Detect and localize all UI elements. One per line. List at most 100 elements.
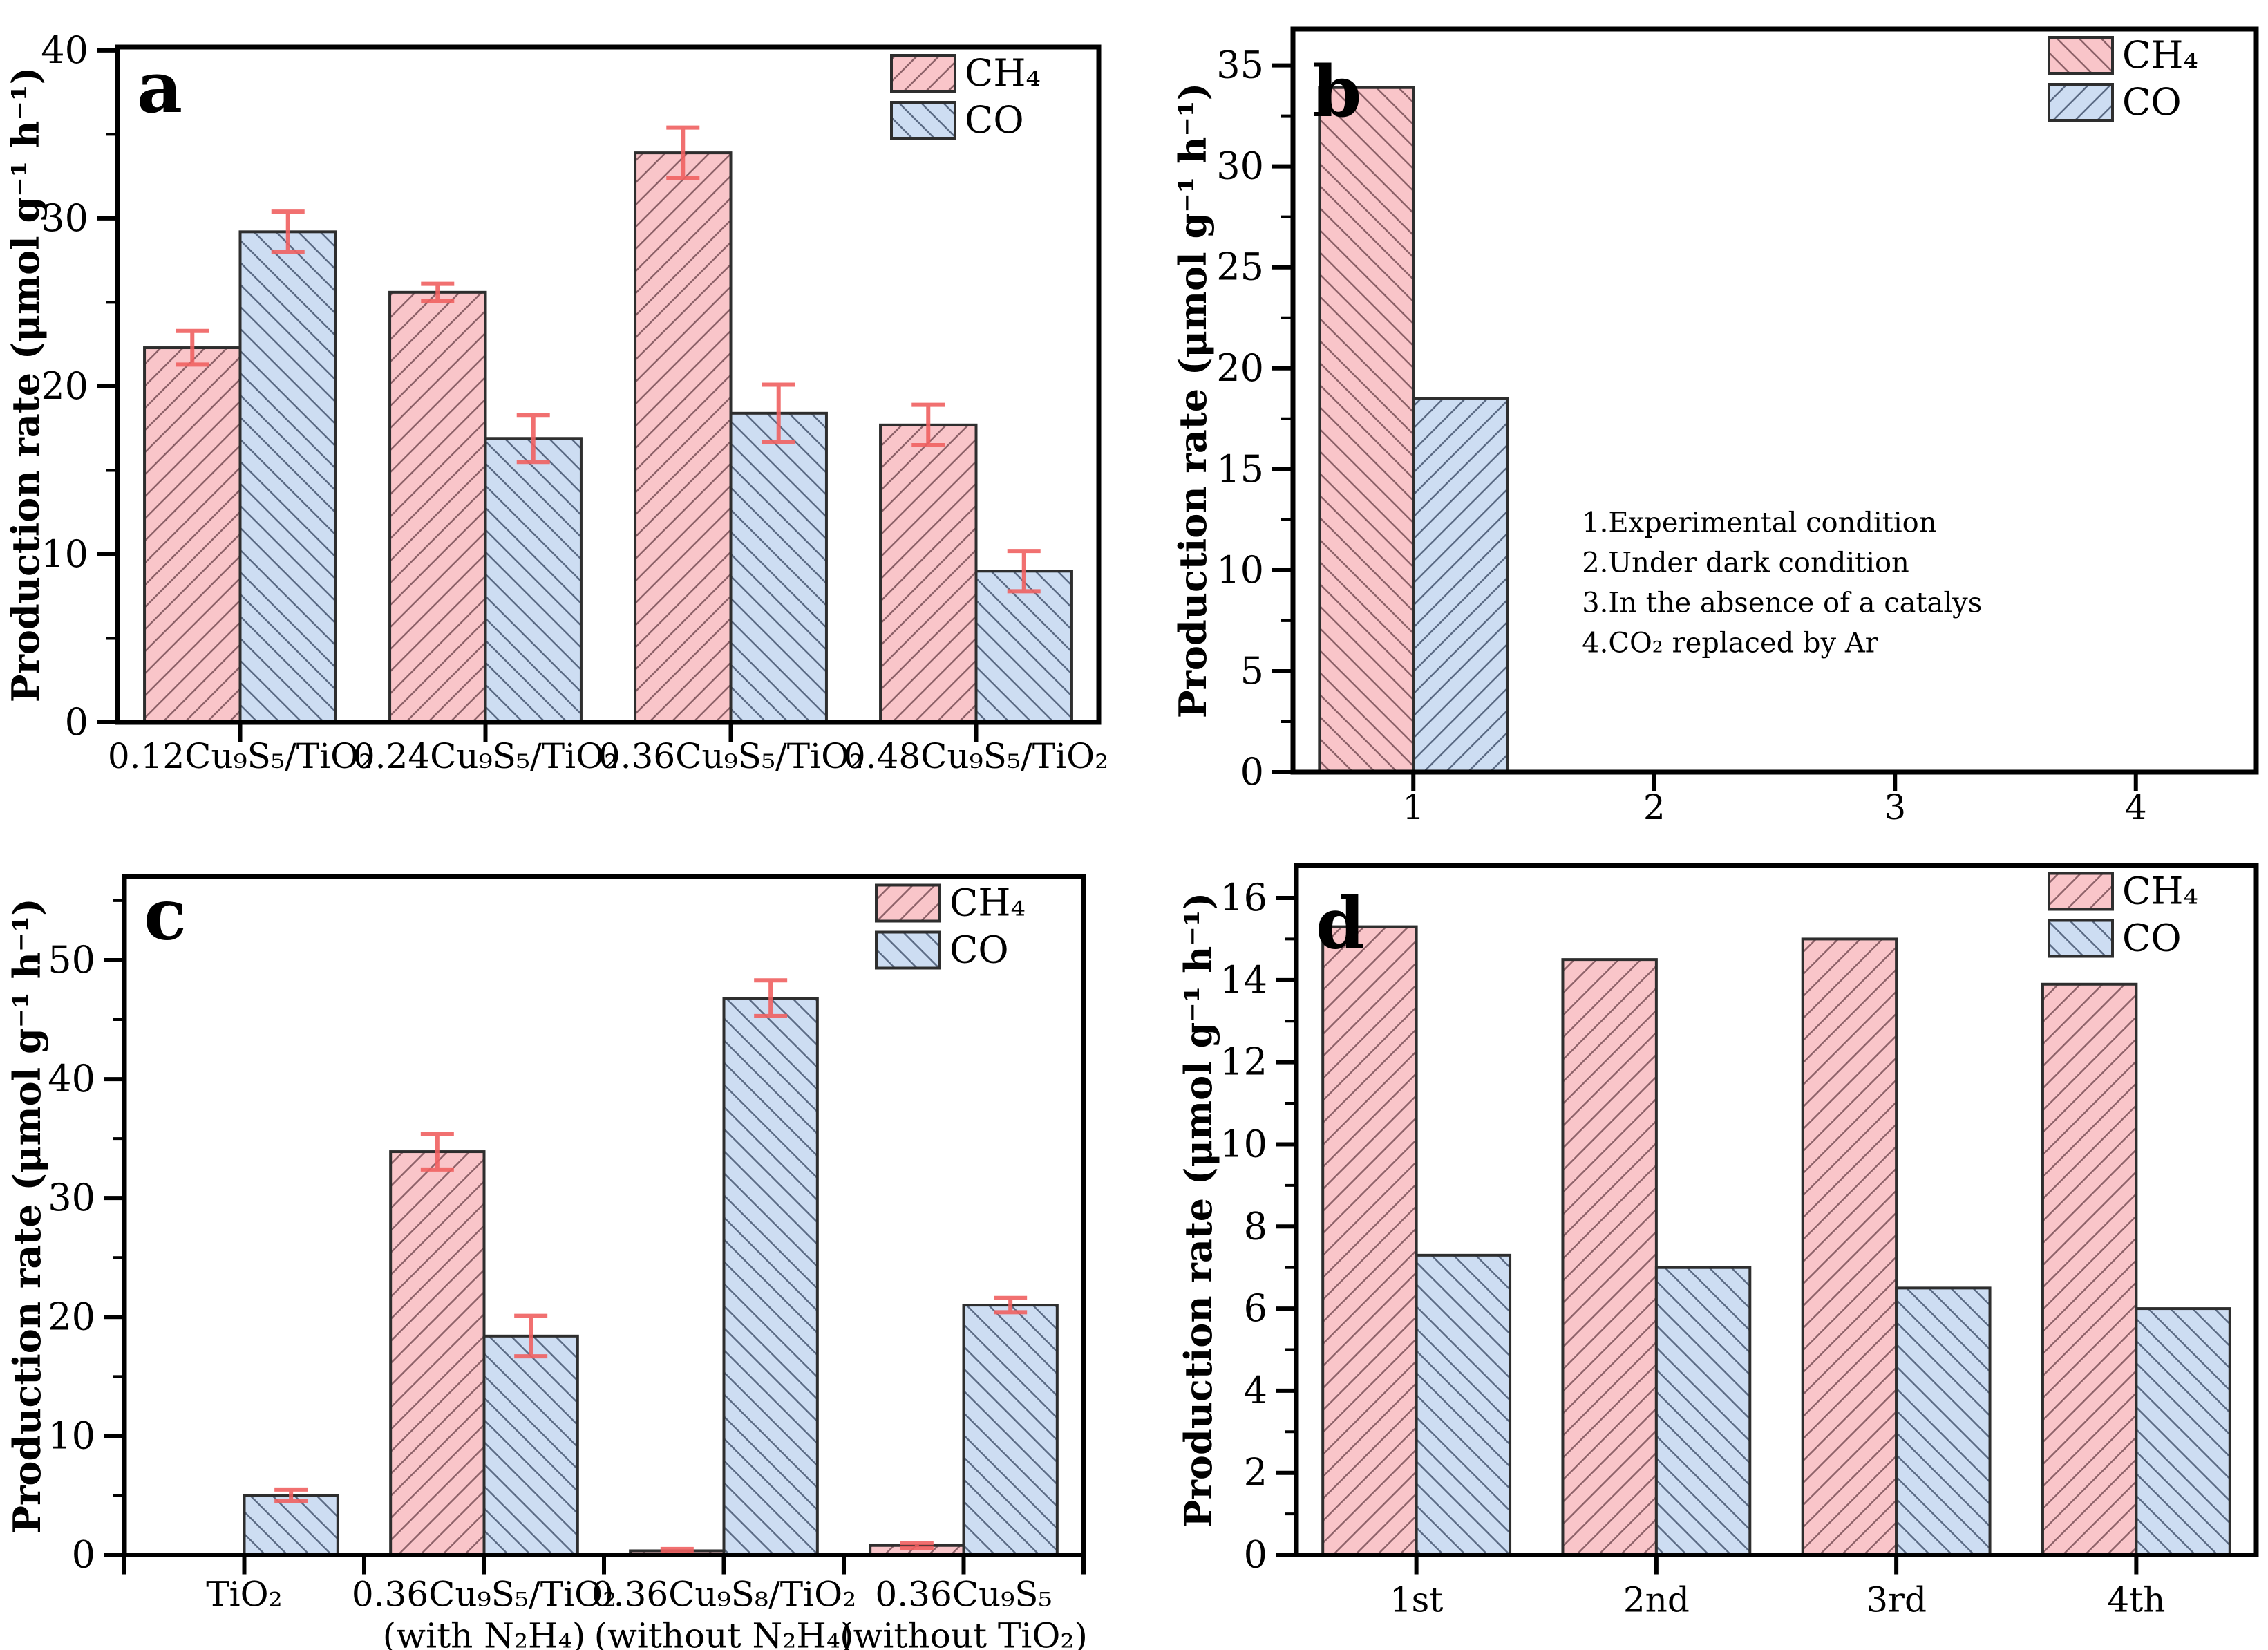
bar-b-CO-1 <box>1412 397 1509 774</box>
bar-d-CO-3 <box>1895 1286 1992 1557</box>
bar-c-CO-4 <box>962 1304 1059 1557</box>
bar-d-CH₄-3 <box>1801 937 1898 1557</box>
bar-c-CO-2 <box>482 1334 579 1557</box>
bar-a-CO-1 <box>238 230 337 724</box>
y-tick-label-d-4: 4 <box>1244 1369 1267 1412</box>
x-category-label-c-4: 0.36Cu₉S₅ <box>875 1575 1052 1615</box>
panel-letter-c: c <box>144 874 187 957</box>
figure-panel-c: 0 10 20 30 40 50 TiO₂ 0.36Cu₉S₅/TiO₂ (with N₂H₄)… <box>0 825 1134 1650</box>
legend-label-d-CO: CO <box>2122 917 2182 960</box>
legend-swatch-d-CH₄ <box>2048 872 2114 911</box>
bar-d-CO-1 <box>1415 1253 1512 1557</box>
legend-label-b-CH₄: CH₄ <box>2122 33 2198 77</box>
chart-c: 0 10 20 30 40 50 TiO₂ 0.36Cu₉S₅/TiO₂(with N₂H₄)… <box>5 874 1088 1650</box>
y-tick-label-a-40: 40 <box>41 28 88 72</box>
bar-d-CH₄-4 <box>2041 982 2138 1557</box>
error-bar-c-CO-3 <box>754 978 788 1018</box>
annotation-line-b-2: 2.Under dark condition <box>1582 547 1909 579</box>
y-tick-label-c-50: 50 <box>48 938 95 982</box>
legend-label-a-CO: CO <box>965 98 1024 142</box>
y-tick-label-d-8: 8 <box>1244 1204 1267 1248</box>
error-bar-c-CO-1 <box>274 1487 308 1504</box>
annotation-line-b-3: 3.In the absence of a catalys <box>1582 587 1982 619</box>
annotation-line-b-4: 4.CO₂ replaced by Ar <box>1582 627 1879 659</box>
y-tick-label-a-20: 20 <box>41 364 88 408</box>
error-bar-a-CH₄-1 <box>176 328 209 367</box>
legend-label-a-CH₄: CH₄ <box>965 51 1041 95</box>
x-category-label-c-3: 0.36Cu₉S₈/TiO₂ <box>592 1575 856 1615</box>
bar-b-CH₄-1 <box>1318 86 1415 774</box>
bar-a-CO-2 <box>484 437 583 724</box>
x-category-label-d-4: 4th <box>2107 1580 2165 1620</box>
x-category-label-a-4: 0.48Cu₉S₅/TiO₂ <box>844 736 1108 776</box>
x-category-label-d-2: 2nd <box>1623 1580 1690 1620</box>
error-bar-c-CO-2 <box>514 1313 548 1359</box>
legend-swatch-a-CO <box>890 101 956 140</box>
x-category-label-c-1: TiO₂ <box>206 1575 282 1615</box>
annotation-line-b-1: 1.Experimental condition <box>1582 507 1936 538</box>
legend-swatch-c-CO <box>875 930 941 970</box>
x-category-sublabel-c-3: (without N₂H₄) <box>594 1616 854 1650</box>
x-category-label-c-2: 0.36Cu₉S₅/TiO₂ <box>352 1575 616 1615</box>
chart-a: 0 10 20 30 40 0.12Cu₉S₅/TiO₂0.24Cu₉S₅/TiO₂0.3… <box>3 28 1108 776</box>
y-tick-label-b-25: 25 <box>1216 245 1264 289</box>
x-category-label-d-1: 1st <box>1390 1580 1444 1620</box>
y-axis-label-b: Production rate (μmol g⁻¹ h⁻¹) <box>1171 83 1215 718</box>
y-tick-label-d-14: 14 <box>1220 958 1267 1002</box>
bar-d-CH₄-1 <box>1321 925 1418 1557</box>
y-tick-label-c-40: 40 <box>48 1057 95 1100</box>
error-bar-a-CH₄-2 <box>421 281 455 303</box>
legend-label-d-CH₄: CH₄ <box>2122 870 2198 913</box>
legend-swatch-b-CH₄ <box>2048 36 2114 75</box>
y-tick-label-a-0: 0 <box>65 700 88 744</box>
bar-d-CH₄-2 <box>1561 958 1658 1557</box>
legend-swatch-b-CO <box>2048 83 2114 122</box>
bar-a-CO-4 <box>974 570 1073 724</box>
plot-frame-b <box>1290 26 2259 775</box>
y-tick-label-c-20: 20 <box>48 1295 95 1338</box>
figure-panel-b: 0 5 10 15 20 25 30 35 1 2 3 4 b Production rate (μmol… <box>1134 0 2268 825</box>
y-tick-label-b-15: 15 <box>1216 447 1264 491</box>
y-tick-label-d-6: 6 <box>1244 1286 1267 1330</box>
error-bar-a-CH₄-4 <box>911 402 945 447</box>
figure-panel-d: 0 2 4 6 8 10 12 14 16 1st 2nd 3rd 4th d Production rat… <box>1134 825 2268 1650</box>
x-category-label-b-1: 1 <box>1402 787 1424 825</box>
y-axis-label-a: Production rate (μmol g⁻¹ h⁻¹) <box>3 67 48 702</box>
error-bar-c-CH₄-4 <box>900 1541 934 1550</box>
error-bar-c-CH₄-3 <box>660 1546 694 1555</box>
legend-label-c-CH₄: CH₄ <box>949 881 1026 925</box>
figure-panel-a: 0 10 20 30 40 0.12Cu₉S₅/TiO₂ 0.24Cu₉S₅/TiO₂ 0.3… <box>0 0 1134 825</box>
bar-c-CO-3 <box>722 997 819 1557</box>
error-bar-a-CO-2 <box>516 413 550 465</box>
bar-a-CH₄-4 <box>879 423 978 724</box>
panel-letter-b: b <box>1312 50 1361 133</box>
y-tick-label-d-10: 10 <box>1220 1122 1267 1165</box>
error-bar-a-CH₄-3 <box>666 125 700 180</box>
error-bar-c-CO-4 <box>994 1295 1028 1315</box>
legend-swatch-d-CO <box>2048 919 2114 958</box>
y-axis-label-c: Production rate (μmol g⁻¹ h⁻¹) <box>5 898 49 1533</box>
legend-swatch-a-CH₄ <box>890 54 956 93</box>
bar-a-CH₄-2 <box>388 290 487 724</box>
y-tick-label-c-30: 30 <box>48 1176 95 1219</box>
y-tick-label-b-5: 5 <box>1240 649 1264 693</box>
legend-label-b-CO: CO <box>2122 80 2182 124</box>
panel-letter-d: d <box>1316 883 1365 966</box>
bar-c-CO-1 <box>243 1494 339 1557</box>
y-tick-label-d-16: 16 <box>1220 876 1267 919</box>
y-tick-label-b-30: 30 <box>1216 144 1264 188</box>
y-tick-label-d-0: 0 <box>1244 1533 1267 1577</box>
y-tick-label-b-0: 0 <box>1240 750 1264 794</box>
error-bar-c-CH₄-2 <box>420 1132 454 1172</box>
y-tick-label-a-30: 30 <box>41 196 88 240</box>
y-tick-label-b-35: 35 <box>1216 44 1264 87</box>
y-tick-label-a-10: 10 <box>41 532 88 576</box>
y-tick-label-d-2: 2 <box>1244 1451 1267 1494</box>
panel-letter-a: a <box>137 46 182 129</box>
chart-d: 0 2 4 6 8 10 12 14 16 1st 2nd 3rd 4th d Production rat… <box>1176 863 2259 1620</box>
x-category-label-a-2: 0.24Cu₉S₅/TiO₂ <box>353 736 618 776</box>
y-tick-label-c-10: 10 <box>48 1414 95 1457</box>
y-tick-label-d-12: 12 <box>1220 1040 1267 1084</box>
x-category-label-a-1: 0.12Cu₉S₅/TiO₂ <box>108 736 372 776</box>
